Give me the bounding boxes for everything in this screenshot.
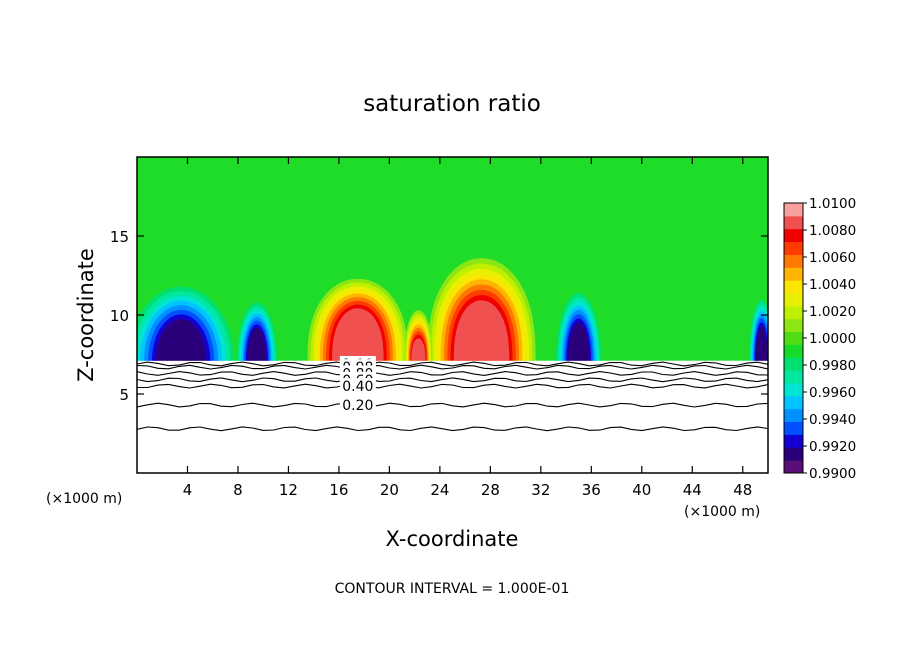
x-tick-label: 28	[481, 481, 500, 499]
colorbar-swatch	[784, 318, 803, 333]
colorbar-label: 0.9940	[809, 412, 856, 428]
x-tick-label: 36	[582, 481, 601, 499]
colorbar-swatch	[784, 228, 803, 243]
colorbar-swatch	[784, 241, 803, 255]
contour-line	[137, 371, 768, 376]
y-tick-label: 5	[119, 386, 129, 404]
subsaturated-region	[137, 360, 768, 473]
contour-label: 0.40	[342, 379, 373, 395]
colorbar-swatch	[784, 267, 803, 281]
colorbar-swatch	[784, 254, 803, 268]
colorbar-label: 1.0100	[809, 196, 856, 212]
peak-band	[332, 308, 384, 361]
x-tick-label: 44	[683, 481, 702, 499]
colorbar-swatch	[784, 383, 803, 397]
contour-line	[137, 426, 768, 432]
colorbar-label: 0.9900	[809, 466, 856, 482]
colorbar-swatch	[784, 331, 803, 345]
colorbar-label: 1.0000	[809, 331, 856, 347]
contour-line	[137, 364, 768, 370]
x-tick-label: 32	[531, 481, 550, 499]
colorbar-label: 1.0040	[809, 277, 856, 293]
x-tick-label: 20	[380, 481, 399, 499]
x-unit-right: (×1000 m)	[684, 504, 760, 520]
colorbar-swatch	[784, 344, 803, 358]
contour-label-bg	[339, 378, 376, 393]
contour-line	[137, 383, 768, 389]
x-tick-label: 40	[632, 481, 651, 499]
contour-lines: 1.000.980.800.600.400.20	[137, 355, 768, 432]
x-unit-left: (×1000 m)	[46, 491, 122, 507]
x-tick-label: 48	[733, 481, 752, 499]
contour-line	[137, 377, 768, 383]
colorbar-swatch	[784, 280, 803, 294]
colorbar-swatch	[784, 357, 803, 371]
x-tick-label: 24	[430, 481, 449, 499]
x-axis-label: X-coordinate	[386, 527, 519, 551]
y-tick-label: 15	[110, 228, 129, 246]
colorbar-swatch	[784, 421, 803, 435]
y-tick-label: 10	[110, 307, 129, 325]
colorbar-swatch	[784, 408, 803, 423]
peak-band	[453, 300, 510, 361]
colorbar-swatch	[784, 447, 803, 461]
x-tick-label: 16	[329, 481, 348, 499]
contour-label: 0.20	[342, 398, 373, 414]
colorbar-swatch	[784, 203, 803, 217]
colorbar-swatch	[784, 293, 803, 307]
colorbar-label: 0.9980	[809, 358, 856, 374]
colorbar-label: 0.9920	[809, 439, 856, 455]
colorbar-label: 1.0080	[809, 223, 856, 239]
colorbar-label: 1.0060	[809, 250, 856, 266]
colorbar-label: 0.9960	[809, 385, 856, 401]
x-tick-label: 8	[233, 481, 243, 499]
colorbar-swatch	[784, 395, 803, 410]
colorbar-label: 1.0020	[809, 304, 856, 320]
chart-title: saturation ratio	[363, 91, 541, 117]
colorbar-swatch	[784, 460, 803, 474]
contour-line	[137, 361, 768, 367]
x-tick-label: 4	[183, 481, 193, 499]
colorbar: 1.0100 1.0080 1.0060 1.0040 1.0020 1.0000 0.99…	[783, 196, 856, 482]
contour-label-bg	[339, 397, 376, 412]
plot-area: 1.000.980.800.600.400.20	[137, 157, 768, 473]
peak-band	[411, 338, 426, 361]
x-tick-label: 12	[279, 481, 298, 499]
colorbar-swatch	[784, 305, 803, 320]
contour-line	[137, 402, 768, 408]
y-axis-label: Z-coordinate	[74, 248, 98, 382]
colorbar-swatch	[784, 215, 803, 230]
colorbar-swatch	[784, 434, 803, 448]
colorbar-swatch	[784, 370, 803, 384]
contour-interval-note: CONTOUR INTERVAL = 1.000E-01	[335, 581, 570, 597]
